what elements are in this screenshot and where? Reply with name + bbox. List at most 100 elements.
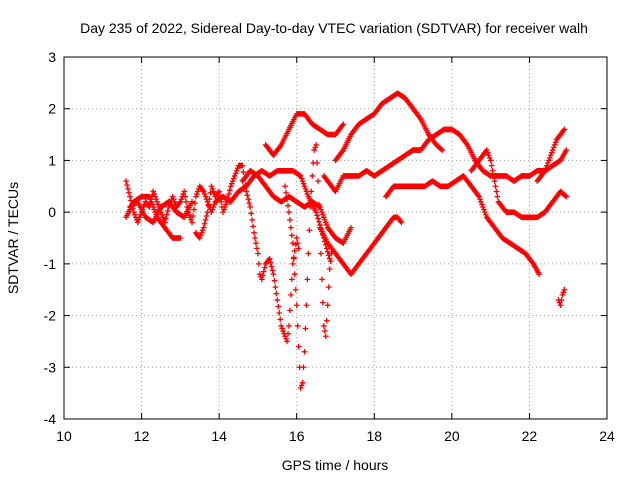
data-point: [308, 188, 315, 195]
data-point: [206, 196, 213, 203]
data-point: [482, 211, 489, 218]
data-point: [563, 147, 570, 153]
data-point: [259, 272, 266, 279]
data-point: [288, 292, 294, 298]
data-point: [202, 193, 209, 200]
data-point: [309, 173, 316, 179]
data-point: [280, 328, 286, 334]
data-point: [227, 183, 234, 190]
data-point: [493, 188, 500, 195]
series-trace-8: [262, 111, 347, 159]
data-point: [195, 188, 201, 195]
data-point: [282, 333, 288, 340]
data-point: [561, 126, 568, 133]
data-point: [291, 271, 298, 277]
series-trace-6: [239, 167, 354, 246]
data-point: [301, 348, 308, 355]
data-point: [287, 307, 293, 314]
data-point: [151, 206, 157, 213]
data-point: [476, 193, 482, 200]
series-trace-4: [193, 162, 302, 345]
data-point: [182, 193, 189, 200]
x-tick-label: 12: [134, 428, 150, 444]
data-point: [252, 235, 258, 241]
data-point: [247, 204, 253, 210]
x-tick-label: 10: [56, 428, 72, 444]
data-point: [286, 323, 292, 329]
series-trace-9: [321, 126, 568, 195]
data-point: [318, 206, 324, 213]
data-point: [197, 232, 204, 239]
data-point: [478, 199, 484, 205]
data-point: [260, 268, 267, 275]
data-point: [480, 204, 486, 210]
data-point: [551, 142, 558, 148]
data-point: [326, 255, 333, 262]
data-point: [151, 191, 157, 197]
series-trace-10: [332, 90, 445, 164]
data-point: [325, 284, 332, 290]
data-point: [289, 276, 295, 283]
data-point: [245, 196, 252, 203]
data-point: [291, 248, 298, 254]
data-point: [148, 199, 155, 205]
data-point: [285, 202, 291, 209]
data-point: [135, 217, 142, 223]
data-point: [196, 235, 203, 241]
data-point: [438, 146, 444, 153]
data-point: [152, 193, 158, 200]
data-point: [220, 209, 226, 215]
data-point: [304, 191, 311, 197]
data-point: [323, 222, 330, 228]
data-point: [486, 155, 493, 161]
data-point: [299, 178, 306, 184]
data-point: [324, 248, 331, 255]
x-tick-label: 14: [211, 428, 227, 444]
data-point: [248, 210, 254, 217]
data-point: [209, 206, 216, 213]
data-point: [177, 199, 184, 205]
data-point: [181, 188, 188, 195]
data-point: [231, 173, 238, 179]
data-point: [326, 266, 333, 272]
data-point: [323, 317, 330, 324]
data-point: [201, 220, 208, 227]
data-point: [187, 214, 193, 221]
data-point: [298, 175, 305, 182]
data-point: [479, 201, 485, 208]
data-point: [268, 263, 275, 270]
series-trace-12: [383, 173, 542, 277]
data-point: [146, 193, 153, 200]
series-trace-13: [468, 147, 570, 221]
data-point: [226, 191, 232, 197]
data-point: [256, 261, 262, 267]
x-tick-label: 24: [599, 428, 615, 444]
data-point: [319, 209, 325, 215]
data-point: [315, 178, 321, 184]
data-point: [177, 235, 184, 241]
data-point: [322, 217, 328, 223]
data-point: [549, 147, 556, 153]
data-point: [315, 215, 321, 222]
data-point: [269, 267, 276, 274]
data-point: [320, 299, 326, 306]
data-point: [311, 147, 317, 153]
data-point: [210, 204, 217, 210]
data-point: [136, 214, 143, 221]
data-point: [149, 201, 156, 208]
y-tick-label: -2: [44, 308, 57, 324]
data-point: [294, 240, 301, 246]
plot-frame: [63, 56, 608, 420]
data-point: [228, 180, 235, 187]
data-point: [272, 284, 279, 290]
data-point: [216, 188, 222, 195]
data-point: [131, 211, 138, 218]
data-point: [297, 385, 304, 391]
data-point: [297, 173, 304, 179]
data-point: [249, 217, 255, 223]
data-point: [266, 255, 273, 262]
data-point: [294, 323, 301, 329]
data-point: [171, 199, 178, 205]
data-point: [489, 167, 496, 174]
data-point: [169, 193, 176, 200]
